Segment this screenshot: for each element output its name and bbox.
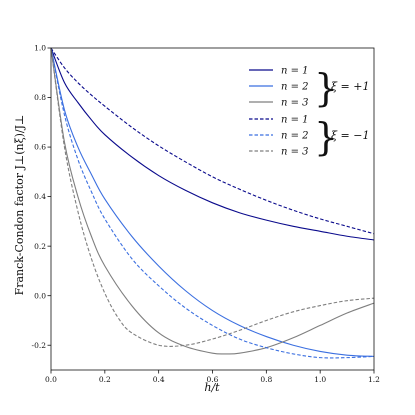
x-tick-label: 0.6 [207, 375, 219, 384]
y-tick-label: 0.0 [34, 291, 46, 300]
series-line-n2-xi-plus [50, 47, 375, 357]
x-axis-label: h/t [204, 381, 220, 394]
y-tick-label: 0.4 [34, 192, 46, 201]
legend-brace: } [314, 66, 338, 110]
y-tick-label: 0.2 [34, 242, 46, 251]
series-line-n1-xi-minus [50, 47, 375, 235]
legend-label: n = 3 [281, 147, 309, 158]
series-line-n2-xi-minus [50, 47, 375, 359]
x-tick-label: 0.4 [153, 375, 165, 384]
legend-brace: } [314, 115, 338, 159]
series-layer [50, 47, 375, 359]
series-line-n1-xi-plus [50, 47, 375, 241]
legend-label: n = 3 [281, 98, 309, 109]
ticks-layer: 0.0 0.2 0.4 0.6 0.8 1.0 1.2 -0.2 0.0 0.2 0.4 0.6 0.8… [32, 44, 381, 384]
legend-group-label: ξ = +1 [331, 80, 369, 93]
x-tick-label: 1.0 [314, 375, 326, 384]
legend-label: n = 2 [281, 82, 309, 93]
legend: n = 1n = 2n = 3n = 1n = 2n = 3}}ξ = +1ξ … [249, 66, 369, 159]
legend-label: n = 1 [281, 115, 309, 126]
x-tick-label: 1.2 [368, 375, 380, 384]
legend-label: n = 2 [281, 131, 309, 142]
legend-label: n = 1 [281, 66, 309, 77]
y-tick-label: 0.8 [34, 93, 46, 102]
x-tick-label: 0.0 [45, 375, 57, 384]
y-tick-label: 1.0 [34, 44, 46, 53]
series-line-n3-xi-minus [50, 47, 375, 347]
series-line-n3-xi-plus [50, 47, 375, 355]
legend-group-label: ξ = −1 [331, 129, 369, 142]
y-tick-label: 0.6 [34, 143, 46, 152]
x-tick-label: 0.8 [260, 375, 272, 384]
y-axis-label: Franck-Condon factor J⊥(nξ)/J⊥ [13, 115, 26, 296]
x-tick-label: 0.2 [99, 375, 111, 384]
y-tick-label: -0.2 [32, 341, 47, 350]
